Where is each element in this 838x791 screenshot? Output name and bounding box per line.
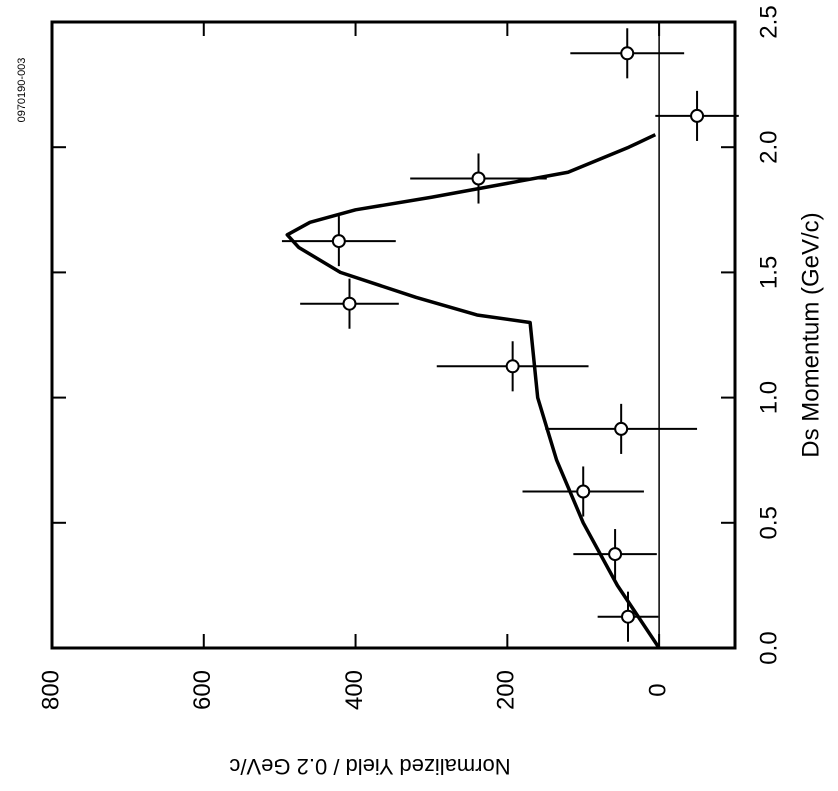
data-point [331,234,346,249]
data-point [620,609,635,624]
y-tick-label: 400 [341,670,368,710]
x-tick-label: 1.0 [755,381,782,414]
data-point [505,359,520,374]
y-tick-label: 800 [37,670,64,710]
model-curve [285,133,661,649]
x-tick-label: 2.0 [755,131,782,164]
annotation: 0970190-003 [16,58,28,123]
y-tick-label: 0 [644,683,671,696]
data-point [471,171,486,186]
data-point [620,46,635,61]
x-tick-label: 0.0 [755,631,782,664]
x-tick-label: 0.5 [755,506,782,539]
data-point [608,547,623,562]
data-point [614,421,629,436]
y-tick-label: 600 [189,670,216,710]
y-tick-label: 200 [493,670,520,710]
x-tick-label: 2.5 [755,5,782,38]
x-axis-label: Ds Momentum (GeV/c) [797,212,824,457]
x-tick-label: 1.5 [755,256,782,289]
y-axis-label: Normalized Yield / 0.2 GeV/c [229,754,510,779]
data-point [576,484,591,499]
plot-frame [50,20,737,650]
data-point [342,296,357,311]
data-point [690,108,705,123]
